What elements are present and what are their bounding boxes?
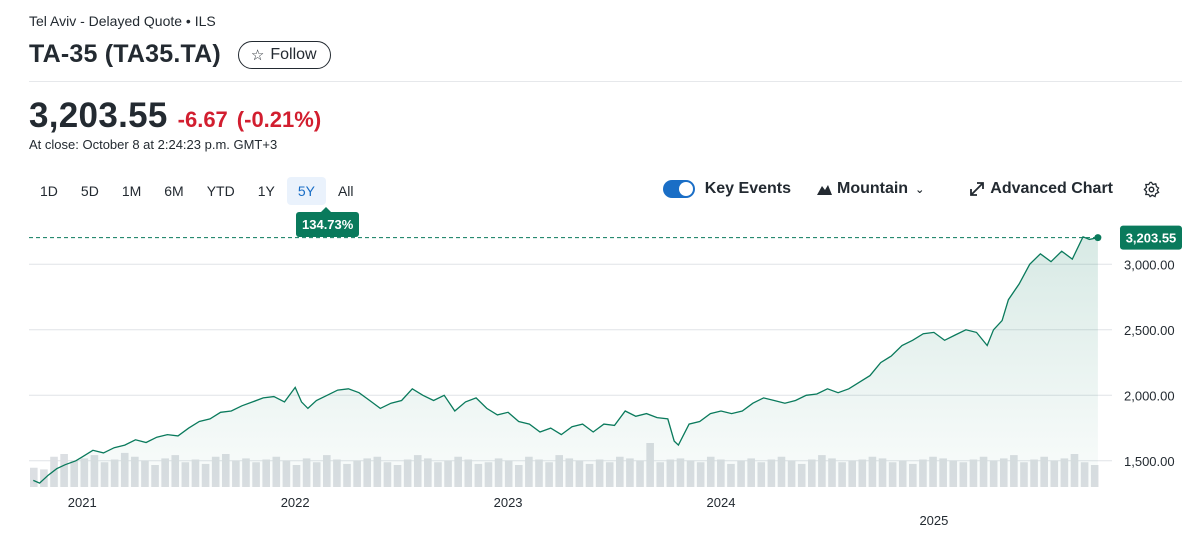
chart-toolbar: Key Events Mountain ⌄ Advanced Chart bbox=[662, 180, 1160, 198]
volume-bar bbox=[30, 467, 38, 487]
x-tick-label: 2022 bbox=[281, 495, 310, 510]
price-change-percent: (-0.21%) bbox=[236, 107, 322, 132]
last-price-label-bg bbox=[1120, 225, 1182, 250]
key-events-toggle[interactable]: Key Events bbox=[662, 180, 791, 198]
range-ytd[interactable]: YTD bbox=[206, 183, 235, 199]
page-title: TA-35 (TA35.TA) bbox=[29, 40, 221, 68]
current-price: 3,203.55 bbox=[29, 96, 168, 135]
x-tick-label: 2023 bbox=[494, 495, 523, 510]
x-tick-label: 2021 bbox=[68, 495, 97, 510]
chart-type-label: Mountain bbox=[836, 180, 909, 197]
key-events-label: Key Events bbox=[704, 180, 791, 197]
toggle-switch[interactable] bbox=[662, 180, 695, 198]
y-tick-label: 1,500.00 bbox=[1124, 454, 1175, 469]
chevron-down-icon: ⌄ bbox=[915, 183, 925, 196]
range-5y[interactable]: 5Y bbox=[286, 177, 326, 205]
header-divider bbox=[29, 81, 1182, 82]
chart-type-dropdown[interactable]: Mountain ⌄ bbox=[816, 180, 925, 198]
x-tick-label: 2025 bbox=[919, 513, 948, 528]
range-1y[interactable]: 1Y bbox=[257, 183, 275, 199]
price-row: 3,203.55 -6.67 (-0.21%) bbox=[29, 96, 321, 136]
range-6m[interactable]: 6M bbox=[164, 183, 184, 199]
follow-label: Follow bbox=[270, 45, 317, 63]
price-chart[interactable]: 1,500.00 2,000.00 2,500.00 3,000.00 3,203.55… bbox=[0, 225, 1200, 538]
advanced-chart-label: Advanced Chart bbox=[990, 180, 1113, 197]
close-time: At close: October 8 at 2:24:23 p.m. GMT+… bbox=[29, 137, 278, 152]
last-price-label: 3,203.55 bbox=[1126, 231, 1177, 246]
advanced-chart-button[interactable]: Advanced Chart bbox=[970, 180, 1113, 198]
y-tick-label: 2,000.00 bbox=[1124, 388, 1175, 403]
price-line bbox=[33, 235, 1099, 484]
star-icon: ☆ bbox=[250, 46, 265, 64]
mountain-icon bbox=[816, 185, 832, 195]
expand-icon bbox=[970, 182, 985, 196]
range-1m[interactable]: 1M bbox=[121, 183, 142, 199]
exchange-line: Tel Aviv - Delayed Quote • ILS bbox=[29, 13, 216, 29]
y-tick-label: 3,000.00 bbox=[1124, 257, 1175, 272]
x-tick-label: 2024 bbox=[707, 495, 736, 510]
last-price-dot bbox=[1094, 234, 1102, 242]
range-all[interactable]: All bbox=[337, 183, 354, 199]
gear-icon[interactable] bbox=[1143, 181, 1160, 198]
price-change: -6.67 bbox=[177, 107, 228, 132]
range-selector: 1D 5D 1M 6M YTD 1Y 5Y All bbox=[29, 177, 366, 205]
price-area bbox=[33, 236, 1098, 487]
y-tick-label: 2,500.00 bbox=[1124, 323, 1175, 338]
range-1d[interactable]: 1D bbox=[40, 183, 58, 199]
performance-badge: 134.73% bbox=[296, 207, 360, 237]
title-row: TA-35 (TA35.TA) ☆ Follow bbox=[29, 40, 331, 69]
volume-bar bbox=[40, 469, 48, 487]
follow-button[interactable]: ☆ Follow bbox=[237, 40, 331, 69]
range-5d[interactable]: 5D bbox=[80, 183, 99, 199]
